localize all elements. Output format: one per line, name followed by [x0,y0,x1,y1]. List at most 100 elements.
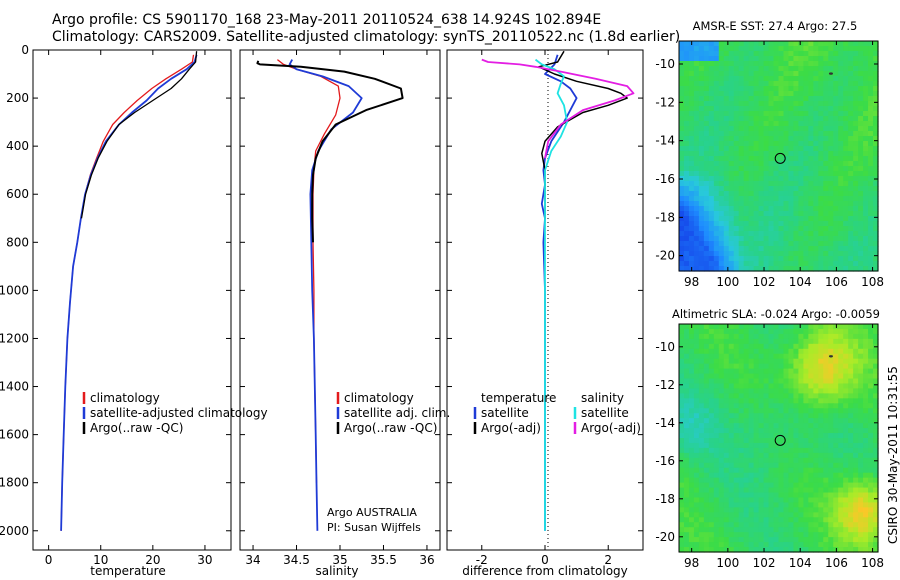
map-cell [683,186,690,192]
map-cell [718,251,725,257]
map-cell [808,418,814,424]
map-cell [853,487,859,494]
map-cell [768,196,775,202]
map-cell [843,442,849,449]
map-cell [838,398,844,404]
map-cell [703,324,710,330]
map-cell [858,91,864,97]
map-cell [758,442,765,449]
map-cell [778,333,785,340]
map-cell [863,343,869,350]
map-cell [688,403,695,409]
map-cell [818,76,824,82]
map-cell [868,383,874,390]
map-cell [683,126,690,132]
map-cell [718,66,725,72]
map-cell [823,512,829,518]
map-cell [688,141,695,147]
map-cell [698,408,705,414]
map-cell [748,477,755,484]
map-cell [723,236,730,242]
map-cell [853,393,859,399]
map-cell [868,363,874,370]
map-cell [708,246,715,252]
map-cell [823,51,829,57]
map-cell [803,492,809,499]
map-cell [743,76,750,82]
map-cell [683,161,690,167]
map-cell [703,378,710,385]
map-cell [703,111,710,117]
map-cell [688,487,695,494]
map-cell [679,211,685,217]
sst-map-field [679,41,879,272]
map-cell [733,467,740,474]
map-cell [803,487,809,494]
map-cell [858,51,864,57]
map-cell [713,522,720,528]
map-cell [813,492,819,499]
map-cell [738,482,745,489]
map-cell [793,216,799,222]
legend-salinity-heading: salinity [581,391,624,405]
map-cell [688,231,695,237]
map-cell [858,251,864,257]
map-cell [733,61,740,67]
map-cell [778,388,785,394]
map-cell [683,251,690,257]
map-cell [798,76,804,82]
map-cell [743,418,750,424]
map-cell [763,333,770,340]
map-cell [848,442,854,449]
map-cell [748,353,755,360]
map-cell [738,256,745,262]
map-cell [758,266,765,272]
map-cell [828,487,834,494]
map-cell [723,457,730,464]
map-cell [863,111,869,117]
map-cell [708,156,715,162]
map-cell [768,66,775,72]
map-cell [843,527,849,533]
map-cell [703,333,710,340]
map-cell [693,251,700,257]
map-cell [703,126,710,132]
map-cell [703,196,710,202]
map-cell [833,96,839,102]
map-cell [778,522,785,528]
map-cell [698,368,705,375]
map-cell [758,537,765,543]
map-cell [788,333,795,340]
map-cell [679,542,685,548]
map-cell [823,462,829,469]
map-cell [803,91,809,97]
argo-location-marker [774,152,786,164]
map-cell [778,206,785,212]
map-cell [723,408,730,414]
map-cell [798,398,804,404]
map-cell [718,91,725,97]
map-cell [863,126,869,132]
map-cell [858,61,864,67]
map-cell [718,358,725,365]
map-cell [833,156,839,162]
map-cell [838,537,844,543]
map-cell [733,403,740,409]
map-cell [773,333,780,340]
map-cell [748,111,755,117]
map-cell [733,522,740,528]
map-cell [858,46,864,52]
map-cell [803,81,809,87]
map-cell [838,502,844,508]
map-cell [858,226,864,232]
map-cell [853,413,859,419]
map-cell [713,452,720,459]
map-cell [763,462,770,469]
map-cell [708,507,715,513]
map-cell [848,176,854,182]
map-cell [783,46,790,52]
map-cell [778,428,785,434]
map-cell [688,492,695,499]
map-cell [703,512,710,518]
map-cell [763,186,770,192]
